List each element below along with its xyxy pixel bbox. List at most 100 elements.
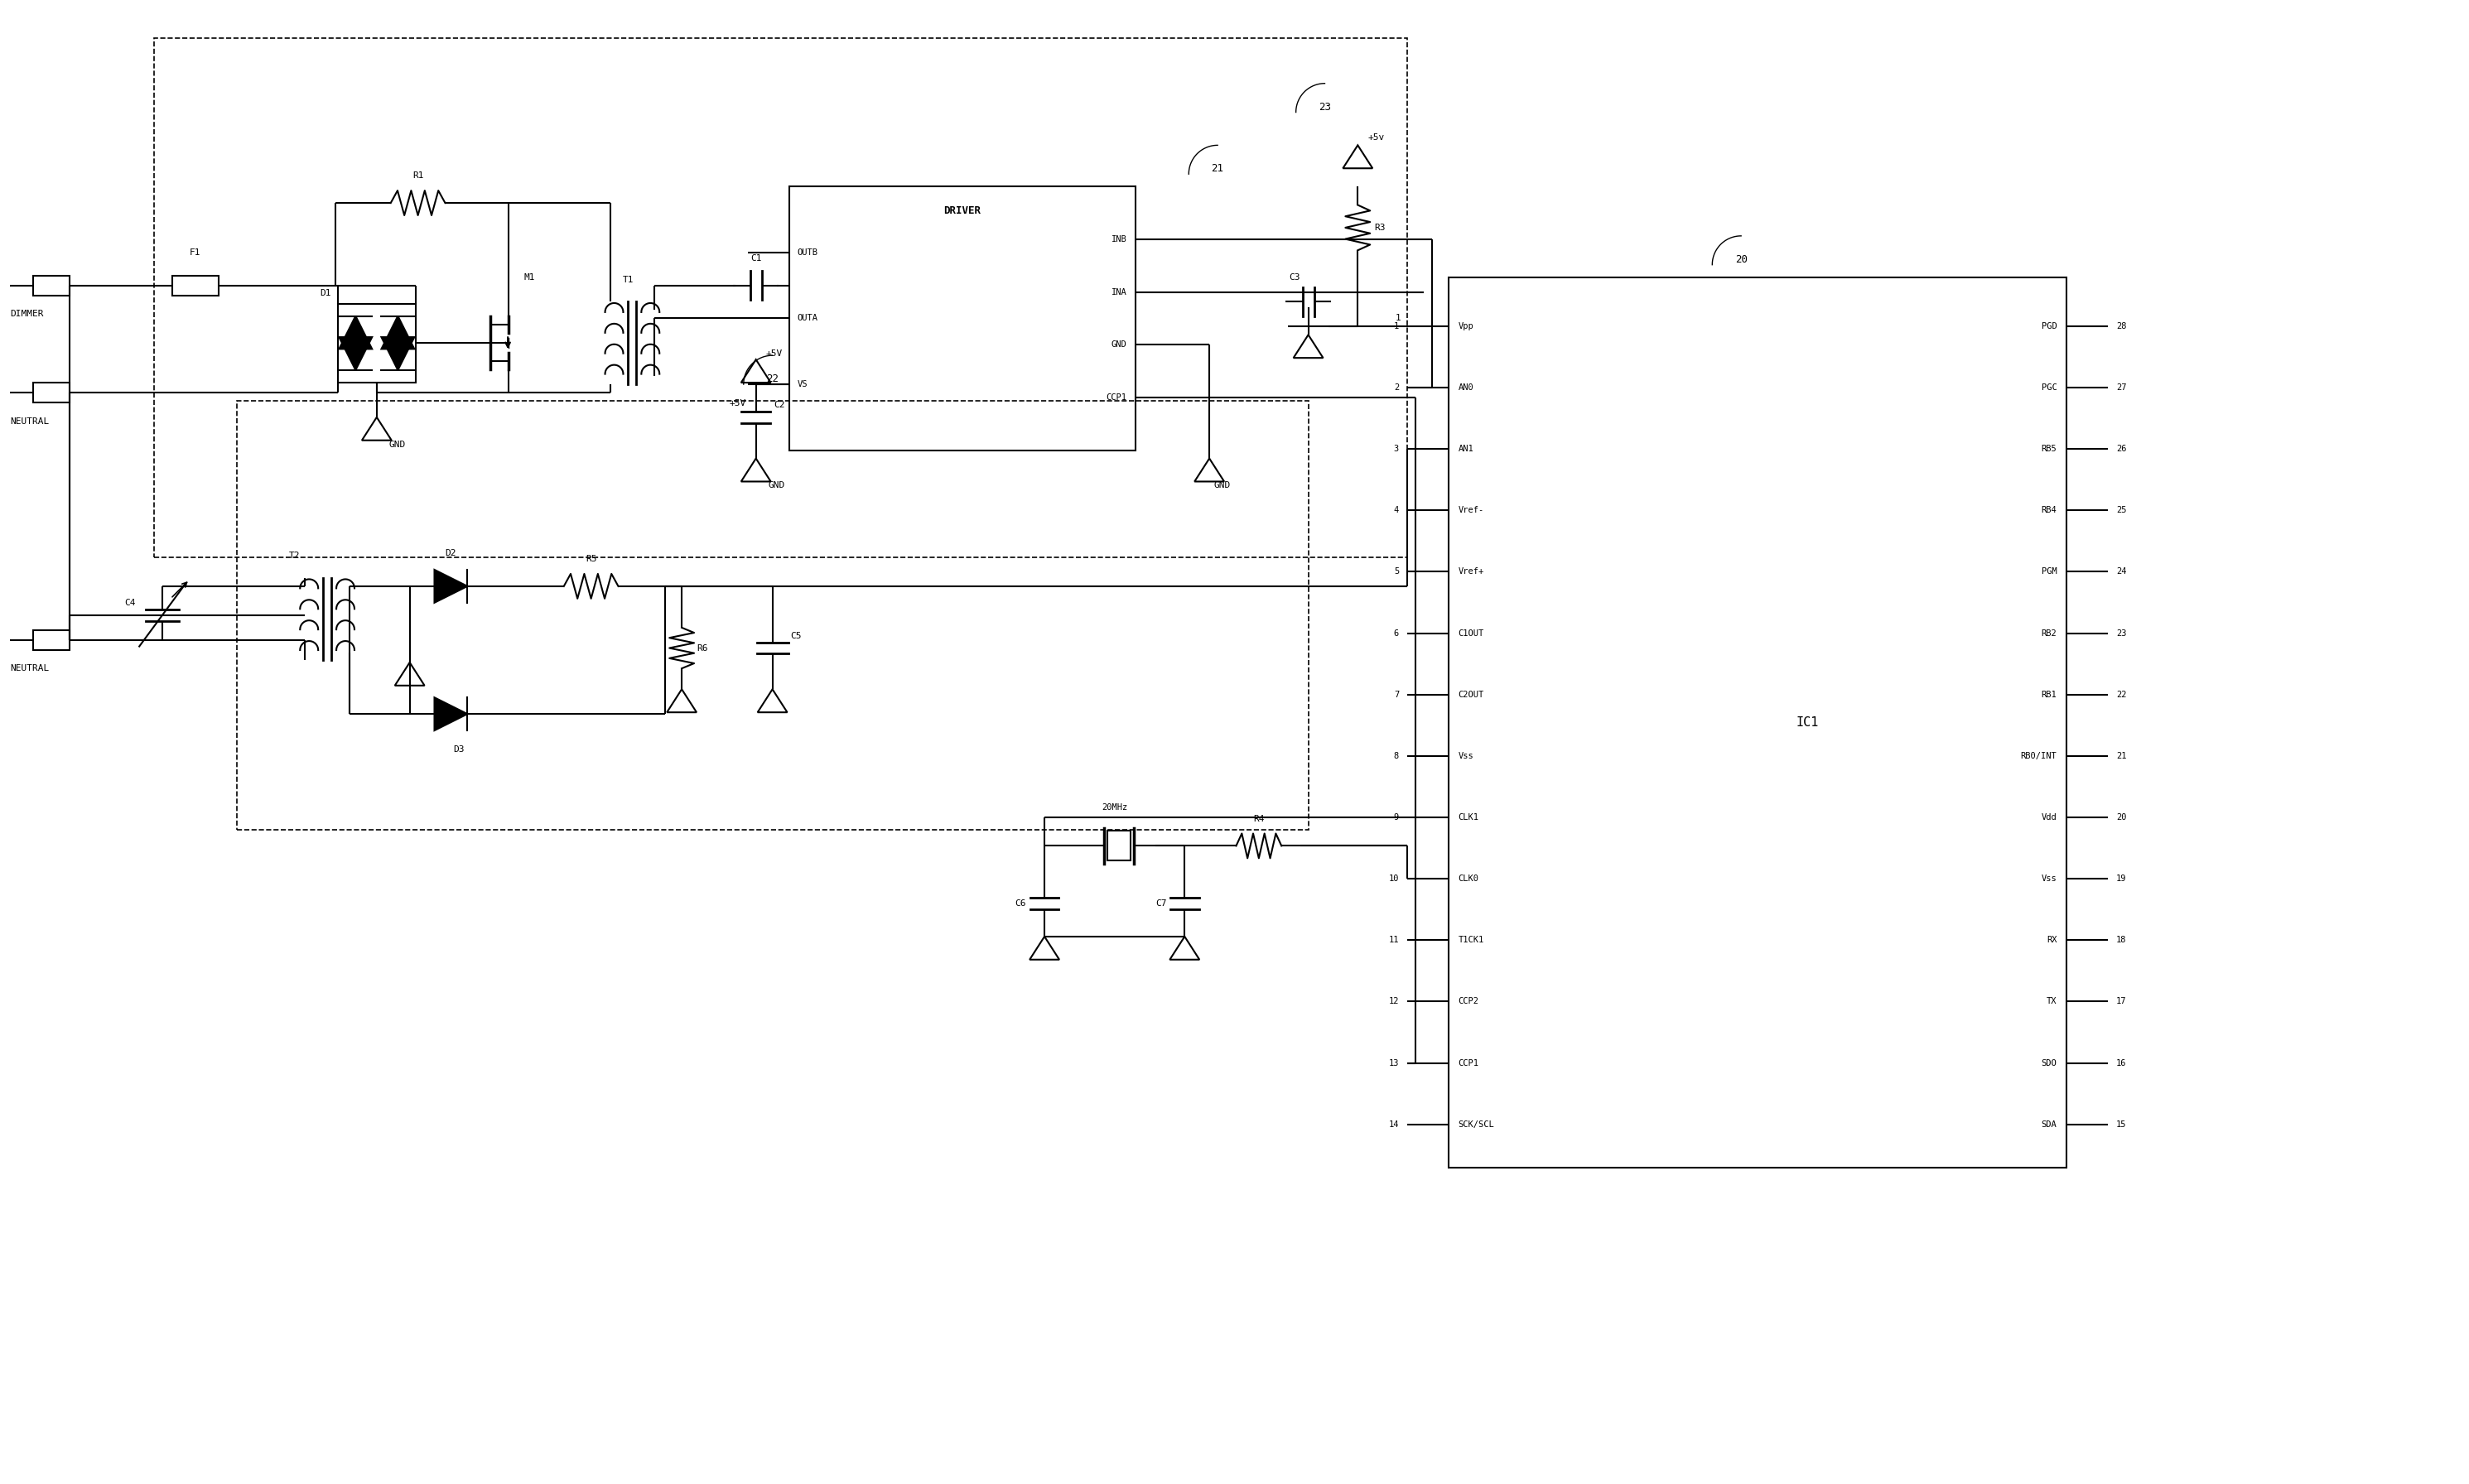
Text: 6: 6 [1395,629,1400,637]
Text: PGC: PGC [2042,383,2057,392]
Text: 28: 28 [2116,322,2126,331]
Text: 14: 14 [1388,1120,1400,1128]
Bar [338,304,415,383]
Text: M1: M1 [523,273,536,282]
Text: R3: R3 [1375,224,1385,232]
Text: SCK/SCL: SCK/SCL [1459,1120,1494,1128]
Text: R1: R1 [412,172,425,180]
Polygon shape [435,697,467,730]
Text: INA: INA [1111,288,1126,297]
Text: 7: 7 [1395,690,1400,699]
Text: RB1: RB1 [2042,690,2057,699]
Text: CCP1: CCP1 [1106,393,1126,402]
Text: VS: VS [797,380,807,389]
Text: C6: C6 [1015,899,1027,908]
Text: 25: 25 [2116,506,2126,515]
Text: Vref-: Vref- [1459,506,1484,515]
Text: 16: 16 [2116,1058,2126,1067]
Bar [32,629,69,650]
Text: GND: GND [768,481,785,490]
Text: 22: 22 [765,374,778,384]
Text: 18: 18 [2116,936,2126,944]
Text: PGM: PGM [2042,568,2057,576]
Text: AN1: AN1 [1459,445,1474,453]
Text: C7: C7 [1155,899,1165,908]
Text: RB0/INT: RB0/INT [2020,752,2057,760]
Text: GND: GND [1212,481,1230,490]
Text: 9: 9 [1395,813,1400,822]
Text: Vss: Vss [1459,752,1474,760]
Text: D1: D1 [321,289,331,297]
Bar [237,401,1309,830]
Text: C5: C5 [790,632,802,640]
Text: PGD: PGD [2042,322,2057,331]
Text: +5V: +5V [728,399,746,408]
Text: CCP1: CCP1 [1459,1058,1479,1067]
Text: NEUTRAL: NEUTRAL [10,417,49,426]
Text: Vdd: Vdd [2042,813,2057,822]
Text: IC1: IC1 [1795,715,1817,729]
Bar [173,276,217,295]
Text: SDA: SDA [2042,1120,2057,1128]
Text: R5: R5 [585,555,597,562]
Bar [32,383,69,402]
Polygon shape [338,337,373,370]
Text: 17: 17 [2116,997,2126,1006]
Text: 19: 19 [2116,874,2126,883]
Text: CLK0: CLK0 [1459,874,1479,883]
Polygon shape [380,337,415,370]
Text: 11: 11 [1388,936,1400,944]
Text: RB5: RB5 [2042,445,2057,453]
Text: F1: F1 [190,248,200,257]
Text: 1: 1 [1395,322,1400,331]
Text: AN0: AN0 [1459,383,1474,392]
Text: T1CK1: T1CK1 [1459,936,1484,944]
Polygon shape [435,570,467,603]
Text: C4: C4 [126,598,136,607]
Bar [1106,831,1131,861]
Text: SDO: SDO [2042,1058,2057,1067]
Text: D3: D3 [454,745,464,754]
Text: 27: 27 [2116,383,2126,392]
Text: C3: C3 [1289,273,1301,282]
Text: 3: 3 [1395,445,1400,453]
Text: NEUTRAL: NEUTRAL [10,665,49,672]
Text: C2: C2 [775,401,785,410]
Bar [32,276,69,295]
Text: 26: 26 [2116,445,2126,453]
Text: 20: 20 [1736,254,1748,264]
Text: 22: 22 [2116,690,2126,699]
Text: 1: 1 [1395,313,1400,322]
Text: T1: T1 [622,276,635,283]
Text: C2OUT: C2OUT [1459,690,1484,699]
Text: 15: 15 [2116,1120,2126,1128]
Text: INB: INB [1111,234,1126,243]
Text: RB2: RB2 [2042,629,2057,637]
Text: 23: 23 [1318,101,1331,113]
Text: CCP2: CCP2 [1459,997,1479,1006]
Text: OUTA: OUTA [797,315,817,322]
Text: 23: 23 [2116,629,2126,637]
Text: C1: C1 [751,254,760,263]
Text: +5v: +5v [1368,134,1385,142]
Bar [1449,278,2067,1168]
Text: 21: 21 [2116,752,2126,760]
Bar [153,39,1407,558]
Text: 4: 4 [1395,506,1400,515]
Text: OUTB: OUTB [797,248,817,257]
Text: 10: 10 [1388,874,1400,883]
Text: CLK1: CLK1 [1459,813,1479,822]
Text: 13: 13 [1388,1058,1400,1067]
Text: 24: 24 [2116,568,2126,576]
Text: DRIVER: DRIVER [943,206,980,217]
Text: 20MHz: 20MHz [1101,803,1128,812]
Text: 8: 8 [1395,752,1400,760]
Text: GND: GND [390,441,405,448]
Text: Vref+: Vref+ [1459,568,1484,576]
Text: R6: R6 [696,644,709,651]
Text: GND: GND [1111,340,1126,349]
Text: Vpp: Vpp [1459,322,1474,331]
Text: C1OUT: C1OUT [1459,629,1484,637]
Polygon shape [338,316,373,349]
Text: 20: 20 [2116,813,2126,822]
